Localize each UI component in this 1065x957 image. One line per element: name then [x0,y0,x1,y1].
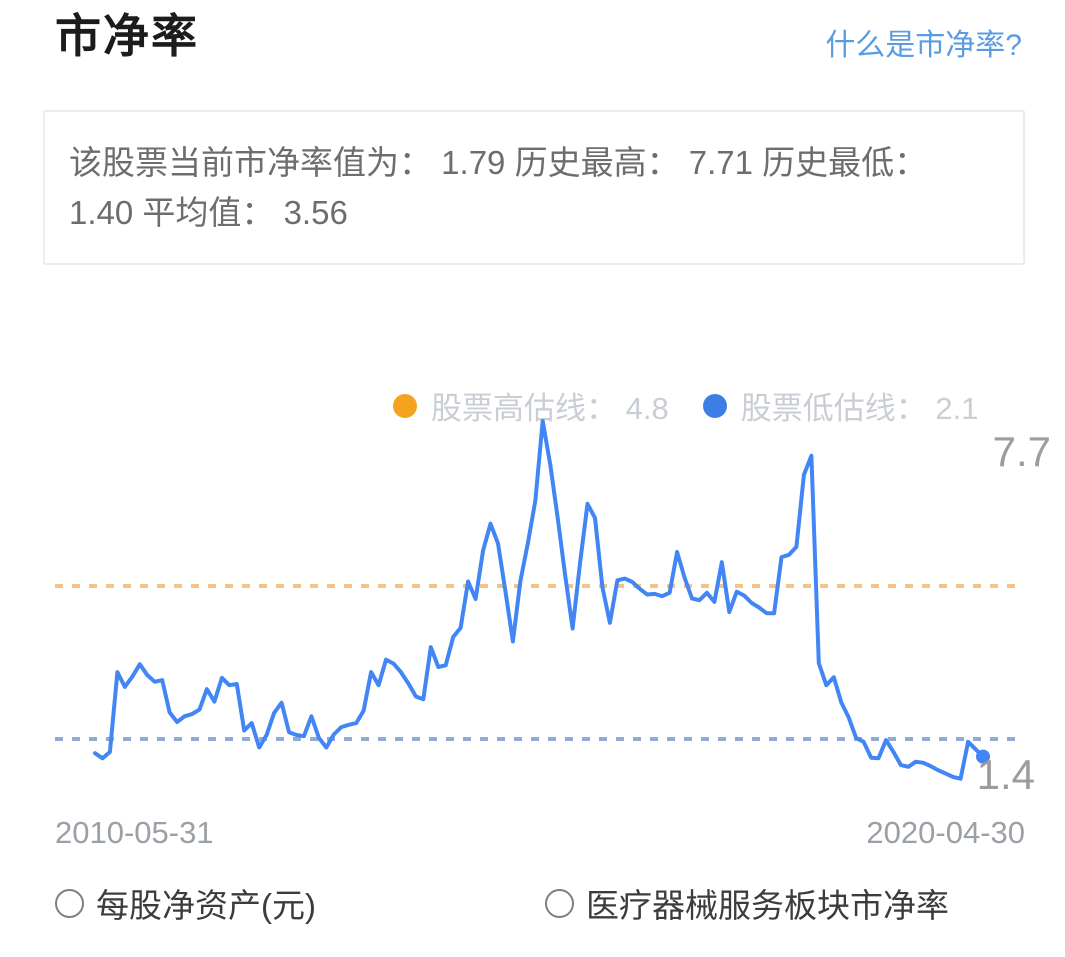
legend-label-undervalued: 股票低估线： 2.1 [740,391,979,426]
option-net-assets-per-share[interactable]: 每股净资产(元) [55,879,316,927]
chart-legend: 股票高估线： 4.8 股票低估线： 2.1 [393,383,978,428]
pb-chart-region: 股票高估线： 4.8 股票低估线： 2.1 7.7 1.4 2010-05-31… [0,265,1065,957]
x-axis-start-date: 2010-05-31 [55,815,214,850]
historical-low-label: 1.4 [976,751,1035,798]
radio-circle-icon[interactable] [55,888,84,918]
option-label-net-assets: 每股净资产(元) [96,887,316,924]
option-sector-pb-ratio[interactable]: 医疗器械服务板块市净率 [545,879,949,927]
page-title: 市净率 [55,10,199,62]
legend-item-overvalued[interactable]: 股票高估线： 4.8 [393,383,669,428]
pb-summary-text: 该股票当前市净率值为： 1.79 历史最高： 7.71 历史最低： 1.40 平… [69,144,928,231]
current-value-dot [976,749,990,764]
pb-summary-box: 该股票当前市净率值为： 1.79 历史最高： 7.71 历史最低： 1.40 平… [43,110,1025,265]
legend-label-overvalued: 股票高估线： 4.8 [431,391,669,426]
radio-circle-icon[interactable] [545,888,574,918]
option-label-sector-pb: 医疗器械服务板块市净率 [586,887,949,924]
undervalued-dot-icon [702,393,727,418]
pb-ratio-chart[interactable] [0,405,1065,815]
overvalued-dot-icon [393,393,417,418]
historical-high-label: 7.7 [992,428,1051,475]
pb-ratio-line [93,419,985,781]
page-header: 市净率 什么是市净率? [0,0,1065,64]
help-link[interactable]: 什么是市净率? [825,29,1022,62]
legend-item-undervalued[interactable]: 股票低估线： 2.1 [702,383,979,428]
x-axis-end-date: 2020-04-30 [866,815,1025,850]
